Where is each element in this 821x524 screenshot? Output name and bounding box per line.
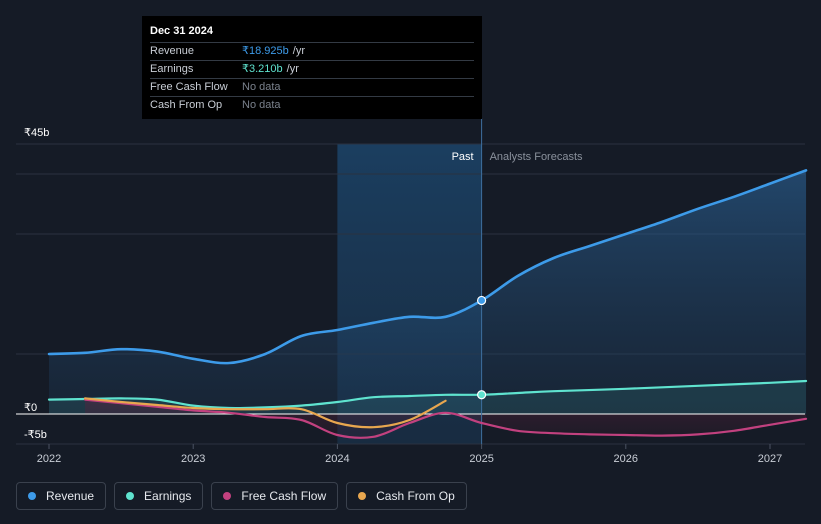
- highlight-markers: [477, 295, 487, 400]
- y-axis: ₹45b ₹0 -₹5b: [24, 127, 49, 441]
- free-cash-flow-line: [83, 398, 808, 439]
- x-tick-label: 2025: [469, 453, 493, 465]
- x-tick-label: 2026: [614, 453, 638, 465]
- legend-label: Earnings: [144, 489, 192, 503]
- tooltip-row-cash-from-op: Cash From Op No data: [150, 96, 474, 114]
- legend-item-free-cash-flow[interactable]: Free Cash Flow: [211, 482, 339, 510]
- y-tick-label: ₹0: [24, 402, 37, 414]
- revenue-highlight-marker: [477, 295, 487, 306]
- tooltip-value: No data: [242, 81, 281, 93]
- x-axis: 2022 2023 2024 2025 2026 2027: [37, 444, 782, 465]
- tooltip-label: Cash From Op: [150, 99, 223, 111]
- tooltip-unit: /yr: [286, 63, 299, 75]
- x-tick-label: 2023: [181, 453, 205, 465]
- legend-dot: [358, 492, 367, 500]
- revenue-area: [49, 170, 807, 414]
- past-label: Past: [452, 151, 474, 163]
- tooltip-value: No data: [242, 99, 281, 111]
- legend-dot: [223, 492, 232, 500]
- earnings-highlight-marker: [477, 390, 487, 400]
- legend: Revenue Earnings Free Cash Flow Cash Fro…: [16, 482, 467, 512]
- tooltip-row-revenue: Revenue ₹18.925b /yr: [150, 42, 474, 60]
- series-lines: [47, 169, 808, 439]
- legend-label: Revenue: [46, 489, 95, 503]
- legend-dot: [28, 492, 36, 500]
- earnings-line: [47, 379, 808, 410]
- tooltip-row-earnings: Earnings ₹3.210b /yr: [150, 60, 474, 78]
- legend-dot: [126, 492, 135, 500]
- legend-item-cash-from-op[interactable]: Cash From Op: [346, 482, 467, 510]
- tooltip-label: Free Cash Flow: [150, 81, 228, 93]
- tooltip-label: Revenue: [150, 45, 195, 57]
- legend-label: Cash From Op: [376, 489, 455, 503]
- tooltip-date: Dec 31 2024: [150, 25, 213, 37]
- legend-label: Free Cash Flow: [241, 489, 327, 503]
- x-tick-label: 2024: [325, 453, 349, 465]
- free-cash-flow-area: [85, 399, 807, 438]
- cash-from-op-line: [83, 397, 447, 429]
- x-tick-label: 2027: [758, 453, 782, 465]
- tooltip-unit: /yr: [292, 45, 305, 57]
- x-tick-label: 2022: [37, 453, 61, 465]
- tooltip-value: ₹3.210b: [242, 63, 283, 75]
- forecast-label: Analysts Forecasts: [490, 151, 583, 163]
- tooltip-value: ₹18.925b: [242, 45, 289, 57]
- legend-item-earnings[interactable]: Earnings: [114, 482, 204, 510]
- y-tick-label: ₹45b: [24, 127, 49, 139]
- legend-item-revenue[interactable]: Revenue: [16, 482, 107, 510]
- tooltip-label: Earnings: [150, 63, 194, 75]
- y-tick-label: -₹5b: [24, 429, 47, 441]
- tooltip: Dec 31 2024 Revenue ₹18.925b /yr Earning…: [142, 16, 482, 119]
- revenue-line: [47, 169, 808, 365]
- tooltip-row-free-cash-flow: Free Cash Flow No data: [150, 78, 474, 96]
